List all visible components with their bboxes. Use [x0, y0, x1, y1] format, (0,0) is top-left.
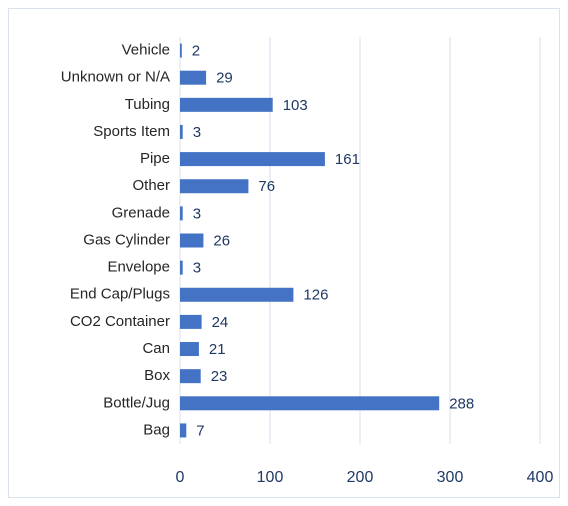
bar [180, 179, 249, 194]
x-tick-label: 0 [176, 469, 185, 486]
bar [180, 423, 187, 438]
y-tick-label: Other [132, 177, 170, 194]
value-label: 2 [192, 43, 200, 60]
bar [180, 124, 183, 139]
y-tick-label: Unknown or N/A [61, 69, 170, 86]
bar [180, 396, 440, 411]
y-tick-label: Envelope [107, 259, 170, 276]
x-tick-label: 400 [527, 469, 554, 486]
y-tick-label: Bag [143, 421, 170, 438]
bar [180, 260, 183, 275]
value-label: 76 [258, 178, 275, 195]
value-label: 24 [212, 314, 229, 331]
bar [180, 233, 204, 248]
bar [180, 314, 202, 329]
x-tick-label: 200 [347, 469, 374, 486]
value-label: 3 [193, 205, 201, 222]
y-tick-label: Box [144, 367, 170, 384]
y-tick-label: Gas Cylinder [83, 231, 170, 248]
value-label: 103 [283, 97, 308, 114]
value-label: 26 [213, 232, 230, 249]
value-label: 29 [216, 70, 233, 87]
value-label: 3 [193, 260, 201, 277]
y-tick-label: Bottle/Jug [103, 394, 170, 411]
bar [180, 97, 273, 112]
y-tick-label: CO2 Container [70, 313, 170, 330]
y-tick-label: Can [142, 340, 170, 357]
value-label: 161 [335, 151, 360, 168]
y-tick-label: Vehicle [122, 42, 170, 59]
value-label: 3 [193, 124, 201, 141]
y-tick-label: End Cap/Plugs [70, 286, 170, 303]
bar [180, 206, 183, 221]
y-tick-label: Pipe [140, 150, 170, 167]
bar [180, 43, 182, 58]
chart-border [8, 8, 560, 498]
y-tick-label: Sports Item [93, 123, 170, 140]
x-tick-label: 300 [437, 469, 464, 486]
value-label: 7 [196, 422, 204, 439]
value-label: 21 [209, 341, 226, 358]
bar [180, 287, 294, 302]
bar [180, 369, 201, 384]
value-label: 23 [211, 368, 228, 385]
value-label: 288 [449, 395, 474, 412]
x-tick-label: 100 [257, 469, 284, 486]
bar [180, 342, 199, 357]
y-tick-label: Tubing [125, 96, 170, 113]
value-label: 126 [303, 287, 328, 304]
bar [180, 70, 207, 85]
y-tick-label: Grenade [112, 204, 170, 221]
bar [180, 152, 325, 167]
